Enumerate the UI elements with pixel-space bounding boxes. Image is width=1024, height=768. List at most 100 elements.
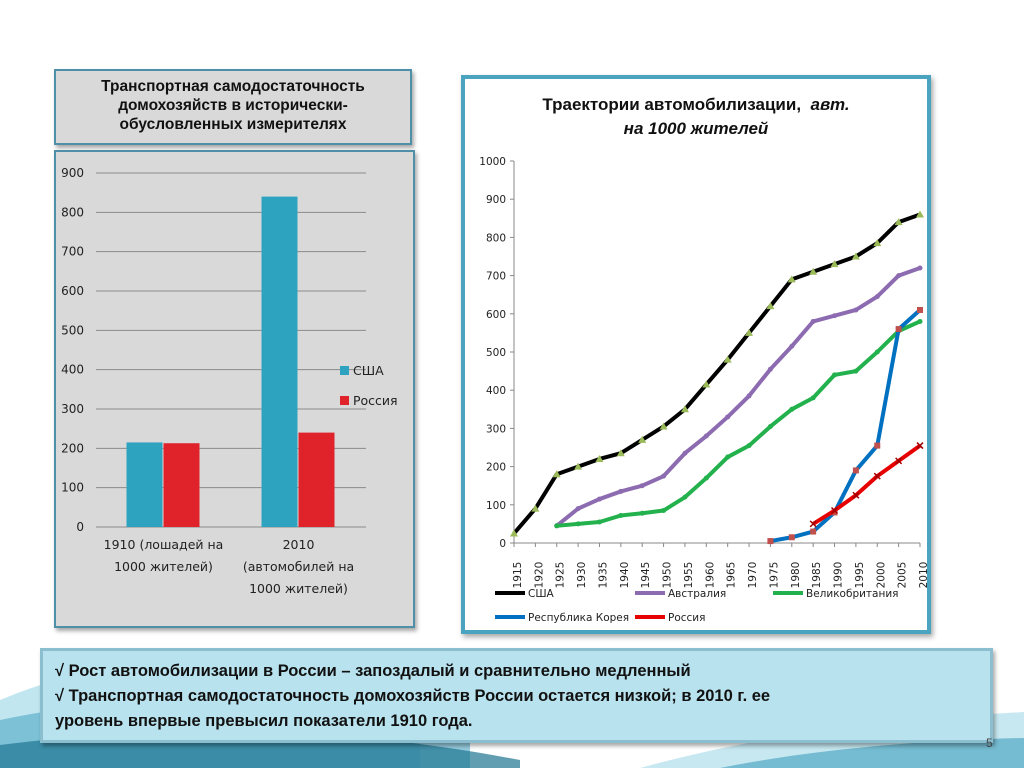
line-x-tick-label: 1940: [619, 562, 631, 589]
line-x-tick-label: 1945: [640, 562, 652, 589]
data-point-australia: [703, 433, 709, 439]
series-line-usa: [512, 212, 921, 535]
data-point-uk: [596, 519, 602, 525]
line-x-tick-label: 1930: [576, 562, 588, 589]
data-point-uk: [874, 349, 880, 355]
bar-y-tick-label: 100: [61, 481, 84, 495]
line-x-tick-label: 1985: [811, 562, 823, 589]
data-point-australia: [661, 473, 667, 479]
line-y-tick-label: 600: [486, 309, 506, 321]
line-x-tick-label: 1995: [854, 562, 866, 589]
data-point-australia: [639, 483, 645, 489]
data-point-australia: [767, 366, 773, 372]
bar-russia: [298, 432, 335, 527]
legend-swatch-russia: [340, 396, 349, 405]
data-point-usa: [809, 267, 818, 275]
data-point-usa: [680, 405, 689, 413]
line-x-tick-label: 1965: [726, 562, 738, 589]
line-x-tick-label: 1935: [597, 562, 609, 589]
line-y-tick-label: 400: [486, 385, 506, 397]
data-point-russia: [873, 472, 881, 480]
line-y-tick-label: 800: [486, 232, 506, 244]
data-point-australia: [832, 313, 838, 319]
data-point-usa: [574, 462, 583, 470]
line-y-tick-label: 200: [486, 462, 506, 474]
line-x-tick-label: 1960: [704, 562, 716, 589]
line-chart-title: Траектории автомобилизации, авт. на 1000…: [465, 93, 927, 141]
bar-y-tick-label: 700: [61, 245, 84, 259]
left-title-line: домохозяйств в исторически-: [118, 97, 348, 114]
line-y-tick-label: 300: [486, 423, 506, 435]
legend-label-australia: Австралия: [668, 588, 726, 600]
line-x-tick-label: 1920: [533, 562, 545, 589]
data-point-uk: [682, 494, 688, 500]
data-point-australia: [874, 294, 880, 300]
series-line-australia: [555, 266, 921, 528]
line-x-tick-label: 1950: [662, 562, 674, 589]
bar-usa: [126, 442, 163, 527]
data-point-usa: [766, 302, 775, 310]
line-y-tick-label: 100: [486, 500, 506, 512]
data-point-korea: [767, 538, 774, 545]
data-point-australia: [725, 414, 731, 420]
data-point-usa: [702, 380, 711, 388]
bar-x-tick-label: 1910 (лошадей на: [104, 537, 224, 552]
data-point-uk: [832, 372, 838, 378]
data-point-korea: [810, 528, 817, 535]
bar-y-tick-label: 200: [61, 441, 84, 455]
line-x-tick-label: 2005: [897, 562, 909, 589]
bar-y-tick-label: 300: [61, 402, 84, 416]
data-point-usa: [659, 422, 668, 430]
data-point-australia: [596, 496, 602, 502]
data-point-korea: [852, 467, 859, 474]
legend-swatch-usa: [340, 366, 349, 375]
data-point-usa: [745, 328, 754, 336]
conclusion-line-2: √ Транспортная самодостаточность домохоз…: [55, 687, 771, 705]
data-point-usa: [851, 252, 860, 260]
data-point-russia: [895, 457, 903, 465]
data-point-uk: [789, 406, 795, 412]
bar-chart-panel: 0 100 200 300 400 500 600 700 800 900 1910 (лошаде…: [54, 150, 415, 628]
data-point-australia: [810, 318, 816, 324]
data-point-usa: [510, 529, 518, 537]
data-point-australia: [789, 343, 795, 349]
data-point-uk: [575, 521, 581, 527]
data-point-korea: [874, 442, 881, 449]
line-x-tick-label: 2010: [918, 562, 927, 589]
bar-russia: [163, 443, 200, 527]
series-line-russia: [812, 443, 922, 526]
line-x-tick-label: 1990: [833, 562, 845, 589]
legend-label: Россия: [353, 393, 398, 408]
bar-y-tick-label: 0: [76, 520, 84, 534]
line-x-tick-label: 1915: [512, 562, 524, 589]
data-point-usa: [787, 275, 796, 283]
bar-x-tick-label: 1000 жителей): [249, 581, 348, 596]
bar-chart: 0 100 200 300 400 500 600 700 800 900 1910 (лошаде…: [61, 166, 398, 596]
line-x-tick-label: 1970: [747, 562, 759, 589]
legend-label-usa: США: [528, 588, 555, 600]
line-chart-title-line2: на 1000 жителей: [623, 119, 769, 138]
line-x-tick-label: 1980: [790, 562, 802, 589]
data-point-australia: [853, 307, 859, 313]
data-point-usa: [595, 454, 604, 462]
data-point-uk: [917, 318, 923, 324]
data-point-korea: [895, 326, 902, 333]
data-point-usa: [638, 435, 647, 443]
data-point-australia: [682, 450, 688, 456]
legend-label: США: [353, 363, 384, 378]
data-point-australia: [618, 488, 624, 494]
legend-label-korea: Республика Корея: [528, 612, 629, 624]
data-point-korea: [917, 306, 923, 313]
bar-x-tick-label: 2010: [283, 537, 315, 552]
data-point-australia: [917, 265, 923, 271]
data-point-russia: [916, 442, 924, 450]
data-point-australia: [575, 506, 581, 512]
bar-y-tick-label: 400: [61, 363, 84, 377]
bar-y-tick-label: 500: [61, 323, 84, 337]
data-point-uk: [661, 508, 667, 514]
data-point-uk: [725, 454, 731, 460]
conclusions-box: √ Рост автомобилизации в России – запозд…: [40, 648, 993, 743]
data-point-korea: [788, 534, 795, 541]
data-point-usa: [552, 470, 561, 478]
legend-label-uk: Великобритания: [806, 588, 899, 600]
